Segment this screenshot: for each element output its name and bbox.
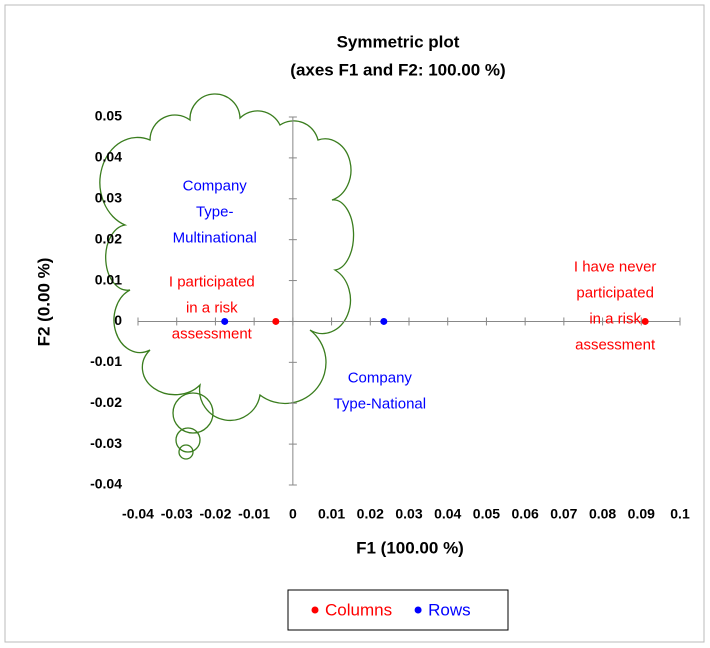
x-tick-label: 0 (289, 506, 297, 522)
point-label: Company (183, 177, 248, 194)
legend-label: Columns (325, 600, 392, 619)
x-tick-label: 0.03 (395, 506, 422, 522)
x-tick-label: 0.09 (628, 506, 655, 522)
y-tick-label: -0.01 (90, 353, 122, 369)
y-tick-label: 0.02 (95, 230, 122, 246)
chart-subtitle: (axes F1 and F2: 100.00 %) (290, 60, 505, 79)
point-label: I participated (169, 273, 255, 290)
legend-marker (415, 607, 422, 614)
chart-title: Symmetric plot (337, 32, 460, 51)
x-tick-label: -0.02 (199, 506, 231, 522)
point-label: in a risk (186, 299, 238, 316)
point-label: Multinational (173, 229, 257, 246)
legend (288, 590, 508, 630)
point (272, 318, 279, 325)
x-tick-label: 0.1 (670, 506, 690, 522)
point-label: I have never (574, 258, 657, 275)
point-label: in a risk (589, 310, 641, 327)
y-tick-label: 0.04 (95, 149, 122, 165)
legend-label: Rows (428, 600, 471, 619)
y-tick-label: -0.04 (90, 476, 122, 492)
x-tick-label: 0.08 (589, 506, 616, 522)
x-tick-label: 0.05 (473, 506, 500, 522)
x-tick-label: 0.01 (318, 506, 345, 522)
y-tick-label: 0.05 (95, 108, 122, 124)
chart: Symmetric plot (axes F1 and F2: 100.00 %… (0, 0, 710, 648)
x-tick-label: -0.04 (122, 506, 154, 522)
y-tick-label: 0 (114, 312, 122, 328)
y-tick-label: -0.03 (90, 435, 122, 451)
point-label: assessment (575, 336, 656, 353)
legend-marker (312, 607, 319, 614)
point (642, 318, 649, 325)
x-tick-label: 0.04 (434, 506, 461, 522)
x-tick-label: 0.02 (357, 506, 384, 522)
y-tick-label: -0.02 (90, 394, 122, 410)
x-tick-label: -0.01 (238, 506, 270, 522)
y-axis-title: F2 (0.00 %) (34, 258, 53, 347)
y-tick-label: 0.03 (95, 189, 122, 205)
point-label: assessment (172, 325, 253, 342)
point-label: Type- (196, 203, 234, 220)
x-tick-label: 0.07 (550, 506, 577, 522)
x-axis-title: F1 (100.00 %) (356, 538, 464, 557)
point (221, 318, 228, 325)
x-tick-label: 0.06 (512, 506, 539, 522)
point (380, 318, 387, 325)
point-label: Type-National (334, 395, 427, 412)
point-label: participated (576, 284, 654, 301)
x-tick-label: -0.03 (161, 506, 193, 522)
point-label: Company (348, 369, 413, 386)
y-tick-label: 0.01 (95, 271, 122, 287)
